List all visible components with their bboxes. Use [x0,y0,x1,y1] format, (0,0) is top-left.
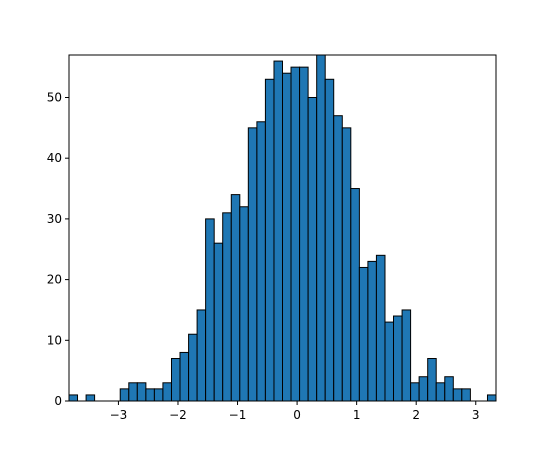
bar [435,382,446,402]
x-tick-label: −3 [110,408,128,422]
bar [85,394,96,402]
bar [444,376,454,402]
bar [136,382,147,402]
bar [367,260,377,402]
bar [290,66,301,402]
bar [461,388,471,402]
axes-frame [68,54,497,402]
bar [299,66,309,402]
bar [162,382,172,402]
bar [188,333,198,402]
bar [145,388,155,402]
x-tick-label: 1 [353,408,361,422]
bar [264,78,275,402]
y-tick-label: 10 [47,333,62,347]
y-tick-label: 0 [54,394,62,408]
bar [452,388,463,402]
bar [307,96,318,402]
bar [384,321,395,402]
bar [68,394,79,402]
y-tick-label: 50 [47,90,62,104]
bar [222,212,232,402]
x-tick-label: 3 [472,408,480,422]
bar [316,54,326,402]
bar [341,127,352,402]
bar [256,121,266,402]
bar [239,206,249,402]
bar [418,376,429,402]
bar [153,388,164,402]
bar [170,358,181,402]
bar [196,309,207,402]
bar [205,218,215,402]
x-tick-label: 0 [293,408,301,422]
x-tick-label: 2 [412,408,420,422]
bar [247,127,258,402]
bar [128,382,138,402]
bar [282,72,292,402]
y-tick-label: 40 [47,151,62,165]
bar [179,351,190,402]
bar [333,115,343,402]
bar [410,382,420,402]
bar [393,315,403,402]
bar [358,266,369,402]
bar [401,309,412,402]
bar [375,254,386,402]
bar [230,194,241,402]
y-tick-label: 20 [47,273,62,287]
x-tick-label: −1 [229,408,247,422]
bar [486,394,497,402]
bar [324,78,335,402]
x-tick-label: −2 [169,408,187,422]
bar [350,188,360,402]
bar [273,60,284,402]
bar [427,358,437,402]
y-tick-label: 30 [47,212,62,226]
bar [119,388,130,402]
bar [213,242,224,402]
